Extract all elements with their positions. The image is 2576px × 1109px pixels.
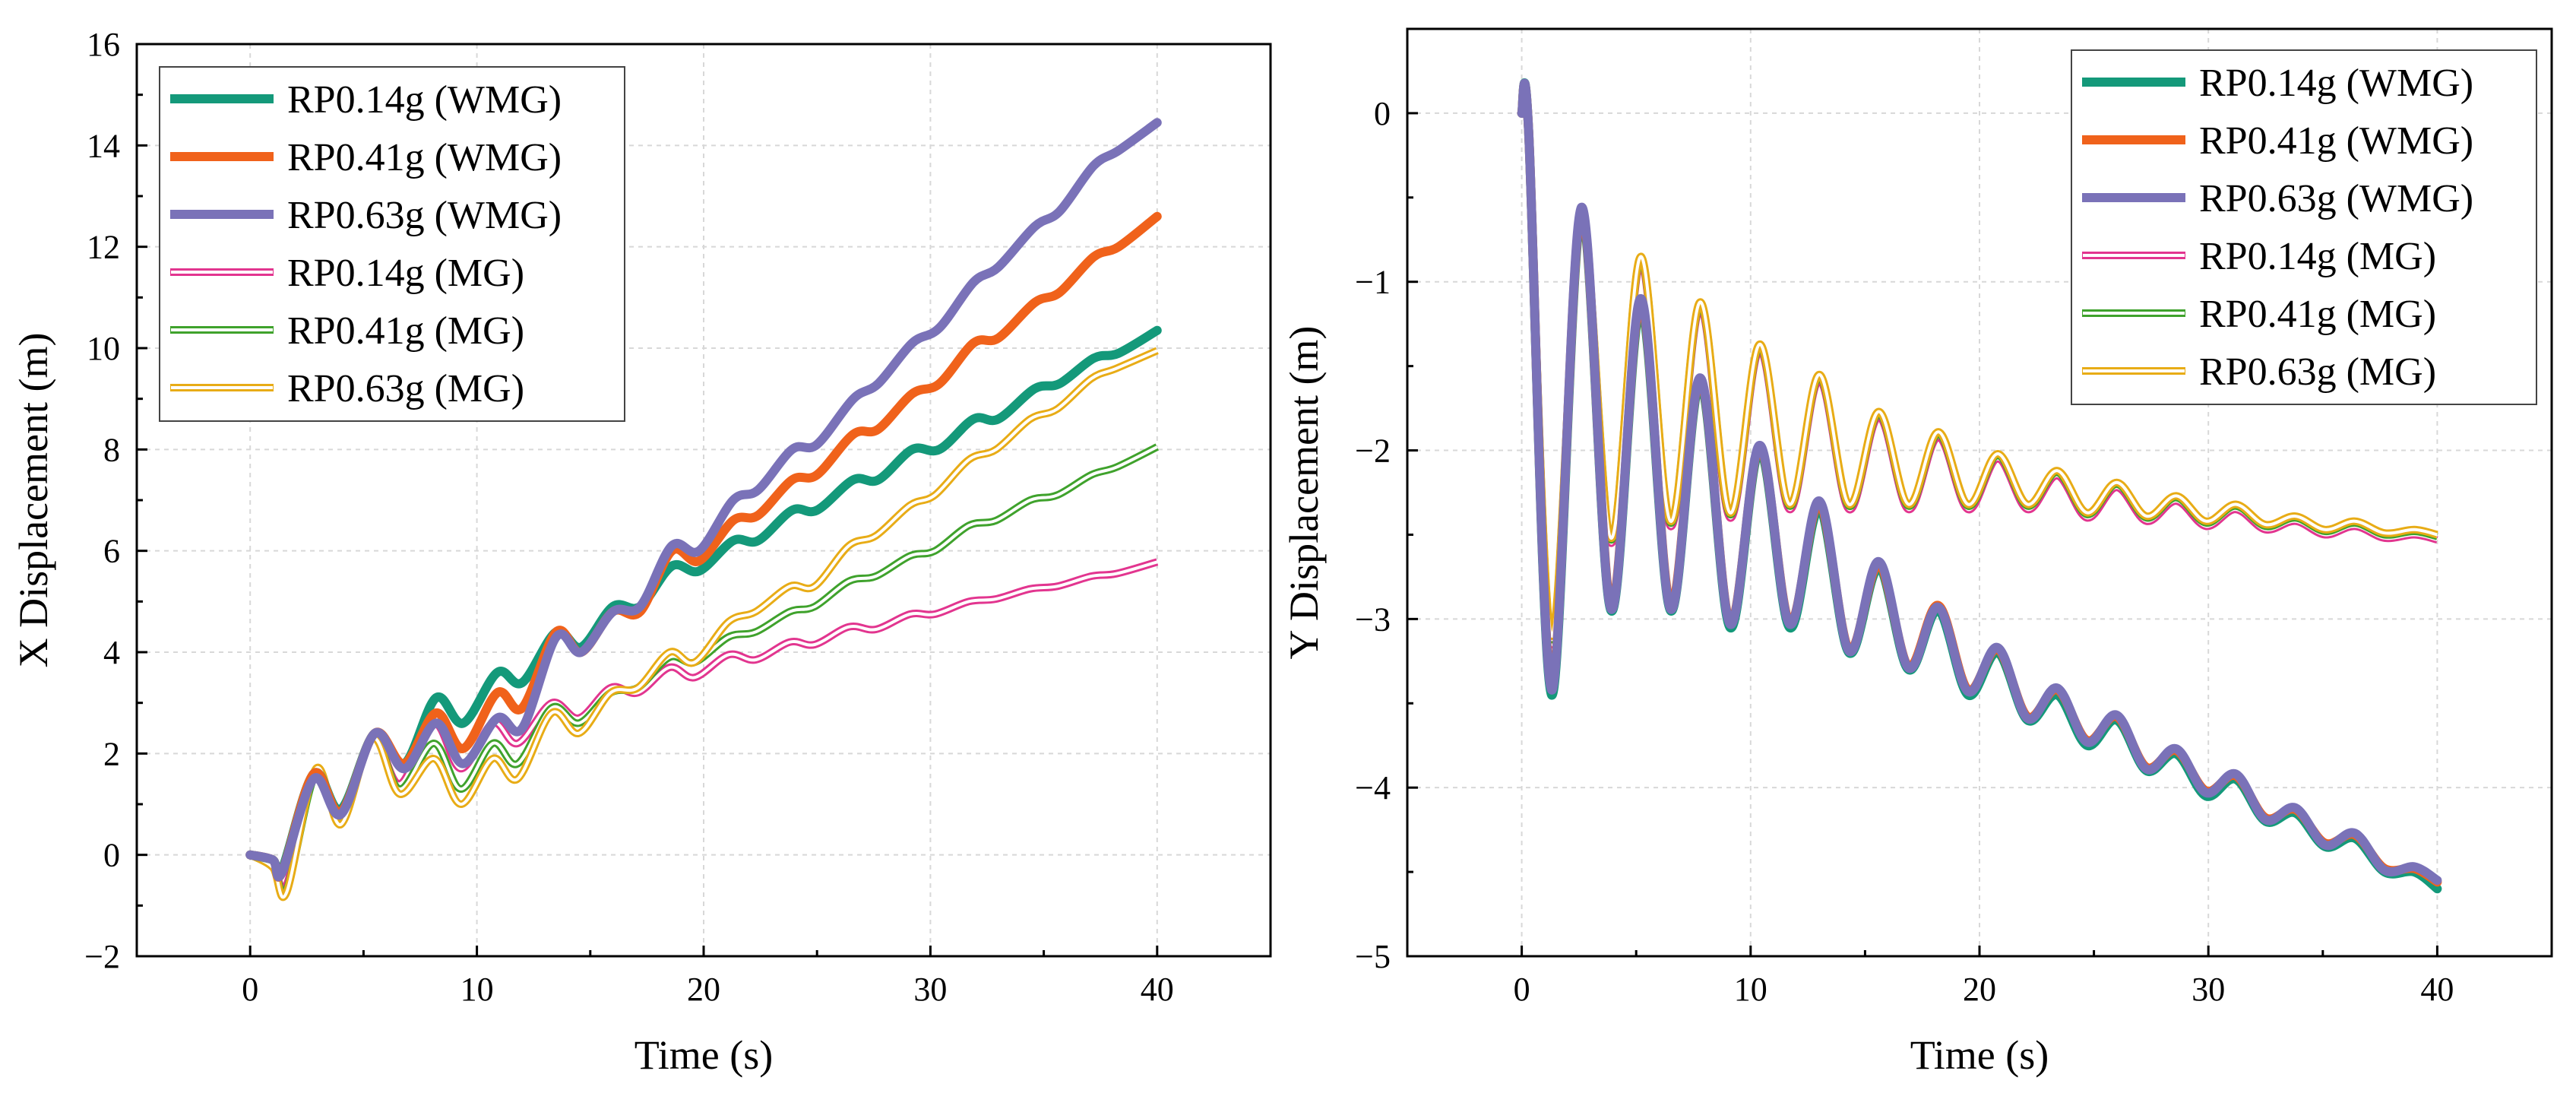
y-tick-label: 0 — [1374, 95, 1391, 132]
y-tick-label: 8 — [103, 431, 120, 468]
series-line-rp0-63g-wmg — [245, 118, 1162, 882]
y-tick-label: −2 — [1355, 433, 1391, 470]
x-axis-label: Time (s) — [1910, 1032, 2049, 1078]
legend-entry-label: RP0.14g (MG) — [2199, 235, 2436, 278]
y-tick-label: −4 — [1355, 769, 1391, 806]
y-tick-label: −1 — [1355, 264, 1391, 301]
series-line-outline — [248, 347, 1159, 901]
series-line-core — [249, 349, 1158, 899]
legend-entry-label: RP0.63g (MG) — [287, 367, 524, 410]
x-tick-label: 0 — [1514, 971, 1530, 1008]
series-group — [245, 118, 1162, 901]
y-tick-label: 16 — [87, 26, 120, 63]
legend-entry-label: RP0.41g (WMG) — [287, 136, 562, 179]
x-tick-label: 20 — [687, 971, 720, 1008]
legend-entry-label: RP0.41g (MG) — [287, 309, 524, 353]
y-tick-label: 2 — [103, 735, 120, 772]
y-tick-label: 12 — [87, 229, 120, 266]
legend-entry-label: RP0.63g (WMG) — [2199, 177, 2473, 220]
y-tick-label: 4 — [103, 634, 120, 671]
legend: RP0.14g (WMG) RP0.41g (WMG) RP0.63g (WMG) R… — [159, 66, 625, 422]
y-tick-label: 14 — [87, 127, 120, 164]
chart-x-displacement: 0 10 20 30 40 −2 0 2 4 6 8 10 12 14 16 Time (s) X Displa… — [11, 26, 1272, 1078]
series-line-rp0-63g-mg — [248, 347, 1159, 901]
y-tick-label: 10 — [87, 330, 120, 367]
legend-box — [159, 66, 625, 422]
legend-entry-label: RP0.14g (WMG) — [287, 78, 562, 122]
x-tick-label: 0 — [242, 971, 258, 1008]
legend-box — [2071, 49, 2537, 405]
legend-entry-label: RP0.41g (WMG) — [2199, 119, 2473, 163]
ticks: 0 10 20 30 40 0 −1 −2 −3 −4 −5 — [1355, 95, 2553, 1008]
y-tick-label: 0 — [103, 837, 120, 874]
legend-entry-label: RP0.63g (MG) — [2199, 350, 2436, 394]
legend-entry-label: RP0.41g (MG) — [2199, 293, 2436, 336]
legend-entry-label: RP0.14g (WMG) — [2199, 62, 2473, 105]
chart-y-displacement: 0 10 20 30 40 0 −1 −2 −3 −4 −5 Time (s) Y Displaceme… — [1281, 27, 2553, 1078]
legend-entry-label: RP0.14g (MG) — [287, 252, 524, 295]
series-group — [1517, 78, 2442, 894]
y-tick-label: −5 — [1355, 938, 1391, 975]
series-line-rp0-63g-wmg — [1517, 78, 2442, 886]
x-tick-label: 40 — [2420, 971, 2454, 1008]
legend-entry-label: RP0.63g (WMG) — [287, 194, 562, 237]
y-tick-label: 6 — [103, 533, 120, 570]
x-tick-label: 30 — [913, 971, 947, 1008]
y-axis-label: X Displacement (m) — [11, 333, 56, 668]
y-axis-label: Y Displacement (m) — [1281, 326, 1327, 660]
x-tick-label: 40 — [1141, 971, 1174, 1008]
x-tick-label: 30 — [2191, 971, 2225, 1008]
legend: RP0.14g (WMG) RP0.41g (WMG) RP0.63g (WMG) R… — [2071, 49, 2537, 405]
y-tick-label: −3 — [1355, 600, 1391, 638]
y-tick-label: −2 — [84, 938, 120, 975]
x-tick-label: 20 — [1963, 971, 1996, 1008]
x-axis-label: Time (s) — [635, 1032, 774, 1078]
x-tick-label: 10 — [1734, 971, 1767, 1008]
ticks: 0 10 20 30 40 −2 0 2 4 6 8 10 12 14 16 — [84, 26, 1272, 1008]
x-tick-label: 10 — [460, 971, 494, 1008]
